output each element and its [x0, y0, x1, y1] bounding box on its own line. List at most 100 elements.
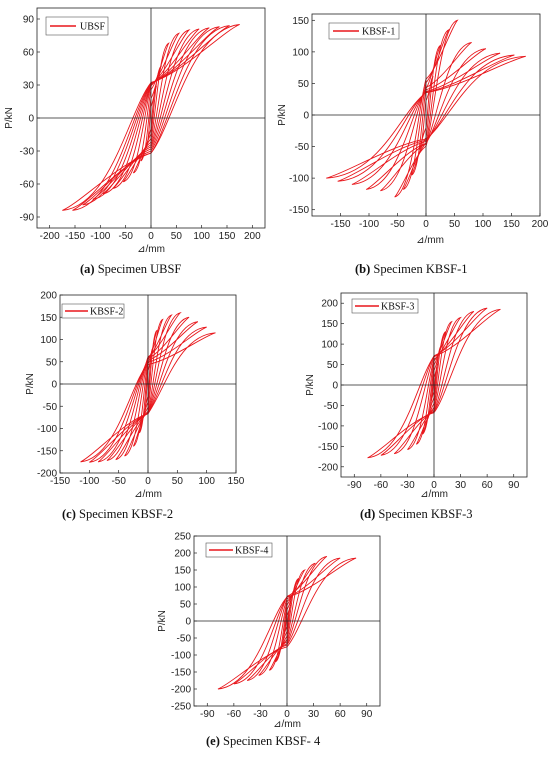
y-tick-label: 250	[174, 532, 191, 543]
y-tick-label: 200	[321, 299, 338, 310]
hysteresis-loop	[112, 29, 191, 189]
x-ticks: -150 -100 -50 0 50 100 150	[50, 470, 245, 487]
caption-letter: (c)	[62, 507, 76, 521]
x-axis-label: ⊿/mm	[273, 719, 301, 730]
x-tick-label: 30	[308, 709, 320, 720]
y-tick-label: 200	[40, 291, 57, 302]
y-tick-label: 90	[23, 15, 35, 26]
legend-label: UBSF	[80, 22, 105, 33]
x-tick-label: -90	[347, 480, 362, 491]
x-tick-label: 50	[172, 476, 184, 487]
x-ticks: -150 -100 -50 0 50 100 150 200	[330, 213, 549, 230]
hysteresis-loop	[97, 321, 199, 463]
y-tick-label: 0	[303, 111, 309, 122]
x-tick-label: 200	[532, 219, 549, 230]
legend: UBSF	[45, 16, 109, 36]
x-tick-label: 150	[228, 476, 245, 487]
y-tick-label: -150	[171, 668, 191, 679]
legend-box	[205, 542, 273, 558]
loops-group	[80, 312, 216, 463]
x-tick-label: 90	[508, 480, 520, 491]
legend-box	[45, 16, 109, 36]
x-tick-label: 50	[171, 231, 183, 242]
y-tick-label: 60	[23, 48, 35, 59]
legend-label: KBSF-4	[235, 546, 268, 557]
x-ticks: -90 -60 -30 0 30 60 90	[200, 703, 373, 720]
hysteresis-loop	[89, 326, 207, 463]
y-ticks: -90 -60 -30 0 30 60 90	[20, 15, 40, 224]
chart-panel-c: -150 -100 -50 0 50 100 150 -200-150-100-500501…	[25, 291, 245, 501]
y-axis-label: P/kN	[25, 373, 36, 395]
y-ticks: -250 -200 -150 -100 -50 0 50 100 150 200 250	[171, 532, 197, 713]
y-tick-label: 50	[327, 360, 339, 371]
y-tick-label: -150	[318, 442, 338, 453]
x-tick-label: 0	[284, 709, 290, 720]
y-tick-label: -100	[289, 174, 309, 185]
y-tick-label: 0	[332, 381, 338, 392]
y-axis-label: P/kN	[4, 107, 15, 129]
x-ticks: -200 -150 -100 -50 0 50 100 150 200	[40, 225, 261, 242]
y-tick-label: -100	[318, 421, 338, 432]
hysteresis-loop	[80, 332, 216, 463]
caption-letter: (e)	[206, 734, 220, 748]
y-tick-label: 150	[174, 566, 191, 577]
x-axis-label: ⊿/mm	[416, 235, 444, 246]
legend-box	[61, 303, 125, 319]
chart-panel-a: -200 -150 -100 -50 0 50 100 150 200 -90 -60 -30 0 30…	[4, 7, 266, 255]
x-tick-label: 60	[482, 480, 494, 491]
caption-e: (e) Specimen KBSF- 4	[206, 734, 320, 749]
x-tick-label: 90	[361, 709, 373, 720]
y-tick-label: 50	[298, 79, 310, 90]
y-tick-label: 100	[292, 47, 309, 58]
y-tick-label: 150	[40, 313, 57, 324]
x-tick-label: -150	[50, 476, 70, 487]
x-tick-label: -30	[253, 709, 268, 720]
hysteresis-loop	[62, 24, 240, 211]
x-tick-label: -30	[400, 480, 415, 491]
y-tick-label: 100	[40, 335, 57, 346]
y-tick-label: -250	[171, 702, 191, 713]
x-tick-label: 0	[431, 480, 437, 491]
y-tick-label: -200	[171, 685, 191, 696]
hysteresis-loop	[422, 330, 447, 435]
y-tick-label: -50	[177, 634, 192, 645]
caption-letter: (d)	[360, 507, 376, 521]
x-tick-label: 100	[475, 219, 492, 230]
hysteresis-loop	[367, 308, 501, 459]
x-tick-label: 200	[244, 231, 261, 242]
hysteresis-loop	[102, 28, 200, 195]
legend-label: KBSF-1	[362, 27, 395, 38]
hysteresis-loop	[380, 41, 472, 192]
hysteresis-loop	[217, 557, 357, 690]
caption-letter: (b)	[355, 262, 371, 276]
x-tick-label: 150	[219, 231, 236, 242]
hysteresis-loop	[411, 44, 442, 176]
hysteresis-loop	[72, 25, 230, 211]
zero-axes	[37, 8, 265, 228]
x-tick-label: -90	[200, 709, 215, 720]
y-tick-label: -50	[324, 401, 339, 412]
y-axis-label: P/kN	[305, 374, 316, 396]
x-ticks: -90 -60 -30 0 30 60 90	[347, 474, 520, 491]
caption-d: (d) Specimen KBSF-3	[360, 507, 473, 522]
x-axis-label: ⊿/mm	[137, 244, 165, 255]
y-ticks: -150 -100 -50 0 50 100 150	[289, 16, 315, 216]
caption-c: (c) Specimen KBSF-2	[62, 507, 173, 522]
y-tick-label: 100	[174, 583, 191, 594]
y-tick-label: -90	[20, 213, 35, 224]
hysteresis-loop	[393, 310, 475, 455]
caption-text: Specimen KBSF- 4	[219, 734, 321, 748]
zero-axes	[194, 536, 380, 706]
x-tick-label: 0	[145, 476, 151, 487]
caption-letter: (a)	[80, 262, 95, 276]
x-tick-label: 30	[455, 480, 467, 491]
chart-panel-b: -150 -100 -50 0 50 100 150 200 -150 -100 -50 0 50 10…	[277, 13, 549, 246]
y-tick-label: 150	[321, 319, 338, 330]
hysteresis-loop	[132, 42, 170, 174]
caption-text: Specimen KBSF-1	[370, 262, 468, 276]
hysteresis-loop	[122, 32, 181, 183]
y-tick-label: -100	[37, 424, 57, 435]
hysteresis-loop	[351, 52, 501, 185]
hysteresis-loop	[132, 318, 164, 447]
x-axis-label: ⊿/mm	[134, 489, 162, 500]
